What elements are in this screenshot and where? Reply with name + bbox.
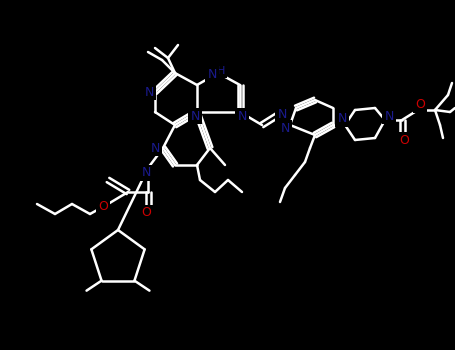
Text: O: O	[415, 98, 425, 112]
Text: N: N	[384, 110, 394, 122]
Text: N: N	[190, 110, 200, 122]
Text: N: N	[238, 110, 247, 122]
Text: N: N	[280, 121, 290, 134]
Text: N: N	[207, 68, 217, 80]
Text: H: H	[217, 66, 225, 76]
Text: O: O	[98, 201, 108, 214]
Text: N: N	[144, 85, 154, 98]
Text: N: N	[142, 167, 151, 180]
Text: N: N	[150, 141, 160, 154]
Text: O: O	[141, 206, 151, 219]
Text: N: N	[337, 112, 347, 126]
Text: N: N	[277, 107, 287, 120]
Text: O: O	[399, 133, 409, 147]
